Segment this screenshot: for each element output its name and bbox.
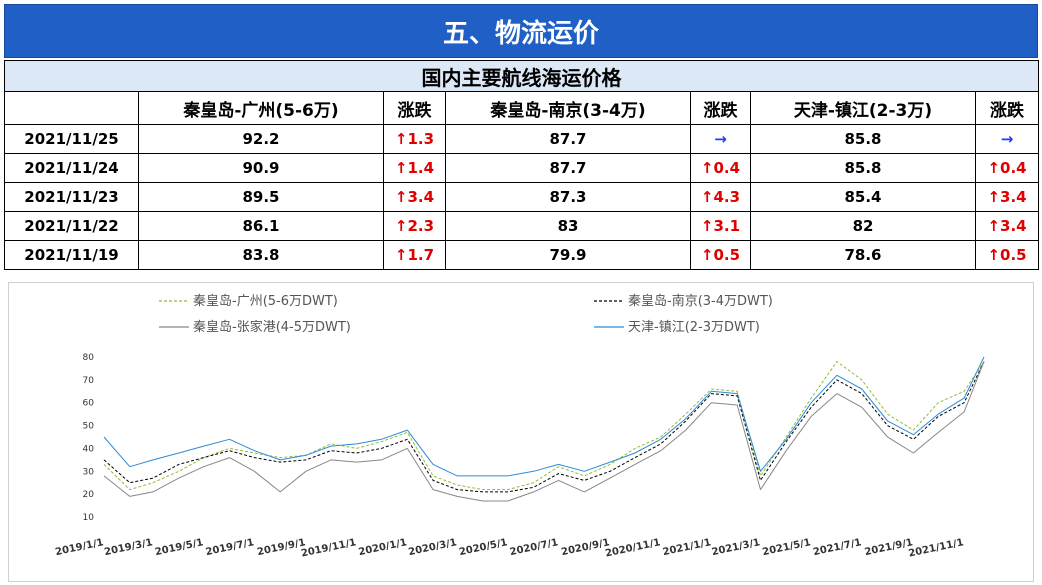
legend-label: 秦皇岛-南京(3-4万DWT)	[628, 293, 773, 309]
x-tick-label: 2021/3/1	[711, 537, 761, 558]
row-date: 2021/11/22	[4, 211, 139, 241]
x-tick-label: 2019/3/1	[103, 537, 153, 558]
price-guangzhou: 86.1	[138, 211, 384, 241]
row-date: 2021/11/23	[4, 182, 139, 212]
price-guangzhou: 83.8	[138, 240, 384, 270]
header-zhenjiang: 天津-镇江(2-3万)	[750, 91, 976, 125]
row-date: 2021/11/19	[4, 240, 139, 270]
change-nanjing: ↑3.1	[690, 211, 751, 241]
price-nanjing: 79.9	[445, 240, 691, 270]
series-line	[103, 356, 985, 477]
change-guangzhou: ↑1.3	[383, 124, 446, 154]
change-zhenjiang: ↑0.5	[974, 240, 1040, 270]
change-nanjing: ↑0.4	[690, 153, 751, 183]
x-tick-label: 2021/11/1	[908, 537, 965, 559]
change-zhenjiang: →	[974, 124, 1040, 154]
change-guangzhou: ↑1.7	[383, 240, 446, 270]
x-tick-label: 2019/7/1	[205, 537, 255, 558]
freight-rate-line-chart: 10 20 30 40 50 60 70 80 2019/1/1 2019/3/1 2019/5/1…	[8, 282, 1034, 582]
table-row: 2021/11/24 90.9 ↑1.4 87.7 ↑0.4 85.8 ↑0.4	[4, 153, 1040, 183]
change-guangzhou: ↑2.3	[383, 211, 446, 241]
series-line	[103, 361, 985, 491]
x-tick-label: 2021/5/1	[762, 537, 812, 558]
change-zhenjiang: ↑0.4	[974, 153, 1040, 183]
price-zhenjiang: 85.8	[750, 153, 976, 183]
table-header-row: 秦皇岛-广州(5-6万) 涨跌 秦皇岛-南京(3-4万) 涨跌 天津-镇江(2-…	[4, 91, 1040, 125]
price-zhenjiang: 85.4	[750, 182, 976, 212]
y-tick-label: 70	[83, 376, 95, 386]
x-tick-label: 2020/7/1	[509, 537, 559, 558]
x-tick-label: 2019/9/1	[256, 537, 306, 558]
y-tick-label: 30	[83, 467, 95, 477]
y-tick-label: 20	[83, 490, 95, 500]
table-row: 2021/11/22 86.1 ↑2.3 83 ↑3.1 82 ↑3.4	[4, 211, 1040, 241]
table-row: 2021/11/25 92.2 ↑1.3 87.7 → 85.8 →	[4, 124, 1040, 154]
y-tick-label: 10	[83, 513, 95, 523]
price-guangzhou: 90.9	[138, 153, 384, 183]
change-guangzhou: ↑1.4	[383, 153, 446, 183]
price-guangzhou: 89.5	[138, 182, 384, 212]
table-row: 2021/11/19 83.8 ↑1.7 79.9 ↑0.5 78.6 ↑0.5	[4, 240, 1040, 270]
change-zhenjiang: ↑3.4	[974, 211, 1040, 241]
table-row: 2021/11/23 89.5 ↑3.4 87.3 ↑4.3 85.4 ↑3.4	[4, 182, 1040, 212]
row-date: 2021/11/24	[4, 153, 139, 183]
y-tick-label: 60	[83, 399, 95, 409]
x-tick-label: 2020/9/1	[560, 537, 610, 558]
change-nanjing: ↑4.3	[690, 182, 751, 212]
x-tick-label: 2021/7/1	[812, 537, 862, 558]
x-tick-label: 2019/11/1	[300, 537, 357, 559]
x-tick-label: 2020/11/1	[604, 537, 661, 559]
series-line	[103, 361, 985, 493]
header-change: 涨跌	[690, 91, 751, 125]
price-nanjing: 87.3	[445, 182, 691, 212]
legend-label: 秦皇岛-广州(5-6万DWT)	[193, 293, 338, 309]
x-tick-label: 2020/1/1	[358, 537, 408, 558]
legend-label: 天津-镇江(2-3万DWT)	[628, 320, 760, 335]
x-tick-label: 2021/9/1	[864, 537, 914, 558]
header-blank	[4, 91, 139, 125]
price-zhenjiang: 85.8	[750, 124, 976, 154]
price-zhenjiang: 78.6	[750, 240, 976, 270]
change-nanjing: →	[690, 124, 751, 154]
x-tick-label: 2020/5/1	[458, 537, 508, 558]
price-zhenjiang: 82	[750, 211, 976, 241]
y-tick-label: 80	[83, 353, 95, 363]
header-guangzhou: 秦皇岛-广州(5-6万)	[138, 91, 384, 125]
price-nanjing: 87.7	[445, 153, 691, 183]
y-tick-label: 40	[83, 444, 95, 454]
series-line	[103, 361, 985, 502]
change-guangzhou: ↑3.4	[383, 182, 446, 212]
header-change: 涨跌	[974, 91, 1040, 125]
change-nanjing: ↑0.5	[690, 240, 751, 270]
x-tick-label: 2019/5/1	[154, 537, 204, 558]
price-guangzhou: 92.2	[138, 124, 384, 154]
price-nanjing: 83	[445, 211, 691, 241]
row-date: 2021/11/25	[4, 124, 139, 154]
x-tick-label: 2021/1/1	[662, 537, 712, 558]
section-title: 五、物流运价	[4, 4, 1038, 58]
header-change: 涨跌	[383, 91, 446, 125]
legend-label: 秦皇岛-张家港(4-5万DWT)	[193, 319, 351, 335]
table-subtitle: 国内主要航线海运价格	[3, 60, 1040, 92]
x-tick-label: 2019/1/1	[54, 537, 104, 558]
freight-price-table: 国内主要航线海运价格 秦皇岛-广州(5-6万) 涨跌 秦皇岛-南京(3-4万) …	[3, 60, 1040, 270]
y-tick-label: 50	[83, 422, 95, 432]
change-zhenjiang: ↑3.4	[974, 182, 1040, 212]
header-nanjing: 秦皇岛-南京(3-4万)	[445, 91, 691, 125]
price-nanjing: 87.7	[445, 124, 691, 154]
x-tick-label: 2020/3/1	[408, 537, 458, 558]
